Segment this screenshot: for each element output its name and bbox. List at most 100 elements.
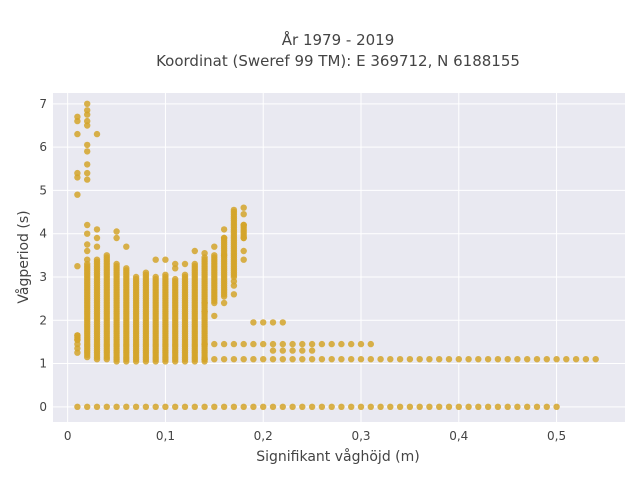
data-point bbox=[514, 403, 521, 410]
data-point bbox=[162, 271, 169, 278]
data-point bbox=[465, 356, 472, 363]
data-point bbox=[406, 403, 414, 410]
y-axis-label: Vågperiod (s) bbox=[15, 210, 32, 303]
x-tick-label: 0,4 bbox=[449, 429, 468, 443]
data-point bbox=[524, 403, 531, 410]
data-point bbox=[240, 221, 247, 229]
data-point bbox=[211, 340, 218, 348]
data-point bbox=[113, 403, 120, 410]
data-point bbox=[543, 356, 550, 363]
data-point bbox=[475, 403, 482, 410]
data-point bbox=[308, 340, 316, 348]
data-point bbox=[387, 403, 394, 410]
data-point bbox=[211, 252, 218, 259]
data-point bbox=[260, 403, 267, 410]
data-point bbox=[181, 271, 189, 278]
chart-title: År 1979 - 2019 bbox=[282, 30, 395, 49]
data-point bbox=[436, 356, 443, 363]
data-point bbox=[162, 403, 169, 410]
data-point bbox=[84, 141, 91, 149]
data-point bbox=[113, 260, 120, 268]
data-point bbox=[387, 356, 394, 363]
data-point bbox=[240, 256, 247, 263]
data-point bbox=[191, 247, 198, 255]
data-point bbox=[201, 308, 208, 315]
data-point bbox=[132, 273, 140, 281]
data-point bbox=[172, 265, 179, 272]
data-point bbox=[84, 247, 91, 255]
data-point bbox=[416, 356, 423, 363]
data-point bbox=[84, 260, 91, 268]
data-point bbox=[181, 403, 189, 410]
data-point bbox=[367, 403, 374, 410]
data-point bbox=[230, 356, 238, 363]
y-tick-label: 2 bbox=[39, 313, 47, 327]
data-point bbox=[84, 100, 91, 108]
data-point bbox=[93, 403, 101, 410]
data-point bbox=[279, 403, 286, 410]
data-point bbox=[328, 403, 335, 410]
data-point bbox=[494, 356, 502, 363]
data-point bbox=[563, 356, 570, 363]
data-point bbox=[543, 403, 550, 410]
data-point bbox=[220, 299, 228, 307]
data-point bbox=[396, 403, 404, 410]
data-point bbox=[348, 340, 355, 348]
data-point bbox=[250, 319, 257, 326]
data-point bbox=[308, 356, 316, 363]
data-point bbox=[74, 191, 81, 198]
data-point bbox=[269, 403, 277, 410]
data-point bbox=[299, 347, 306, 354]
data-point bbox=[377, 356, 384, 363]
grid bbox=[53, 93, 625, 422]
data-point bbox=[279, 347, 286, 354]
data-point bbox=[455, 356, 462, 363]
data-point bbox=[142, 403, 150, 410]
data-point bbox=[289, 340, 296, 348]
data-point bbox=[84, 169, 91, 177]
data-point bbox=[367, 356, 374, 363]
data-point bbox=[103, 252, 111, 259]
data-point bbox=[533, 403, 541, 410]
x-tick-label: 0 bbox=[64, 429, 72, 443]
y-tick-label: 1 bbox=[39, 357, 47, 371]
data-point bbox=[553, 356, 560, 363]
data-point bbox=[152, 256, 159, 263]
data-point bbox=[240, 247, 247, 255]
data-point bbox=[230, 206, 238, 214]
y-tick-label: 3 bbox=[39, 270, 47, 284]
data-point bbox=[211, 243, 218, 250]
data-point bbox=[230, 291, 238, 298]
data-point bbox=[93, 130, 101, 138]
data-point bbox=[260, 356, 267, 363]
y-tick-label: 7 bbox=[39, 97, 47, 111]
data-point bbox=[123, 265, 130, 272]
data-point bbox=[74, 349, 81, 356]
data-point bbox=[84, 122, 91, 129]
data-point bbox=[230, 278, 238, 285]
data-point bbox=[289, 356, 296, 363]
data-point bbox=[260, 319, 267, 326]
data-point bbox=[113, 228, 120, 235]
data-point bbox=[299, 403, 306, 410]
data-point bbox=[201, 299, 208, 307]
data-point bbox=[426, 356, 433, 363]
data-point bbox=[191, 260, 198, 268]
data-point bbox=[211, 356, 218, 363]
y-tick-label: 0 bbox=[39, 400, 47, 414]
data-point bbox=[279, 319, 286, 326]
data-point bbox=[348, 403, 355, 410]
data-point bbox=[240, 340, 247, 348]
data-point bbox=[514, 356, 521, 363]
data-point bbox=[357, 356, 365, 363]
data-point bbox=[172, 403, 179, 410]
data-points bbox=[74, 100, 599, 410]
data-point bbox=[533, 356, 541, 363]
data-point bbox=[465, 403, 472, 410]
data-point bbox=[220, 403, 228, 410]
data-point bbox=[289, 347, 296, 354]
data-point bbox=[572, 356, 580, 363]
data-point bbox=[338, 340, 345, 348]
x-axis-ticks: 0 0,1 0,2 0,3 0,4 0,5 bbox=[64, 429, 566, 443]
